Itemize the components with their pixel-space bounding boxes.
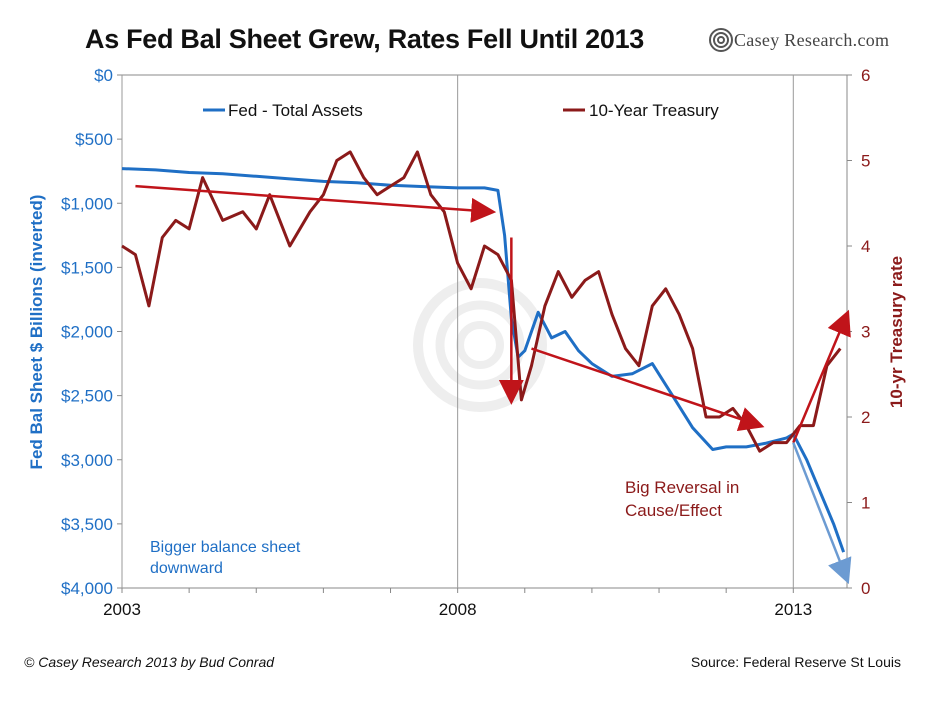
left-tick-label: $2,500 [61,387,113,406]
trend-arrow-1 [135,184,497,223]
trend-arrow-3 [531,347,765,432]
right-tick-label: 5 [861,152,870,171]
left-tick-label: $1,500 [61,258,113,277]
right-tick-label: 6 [861,66,870,85]
x-tick-label: 2008 [439,600,477,619]
annotation-bigger-line1: Bigger balance sheet [150,539,301,556]
footer-source: Source: Federal Reserve St Louis [690,654,901,670]
left-tick-label: $4,000 [61,579,113,598]
legend-label-treasury: 10-Year Treasury [589,101,719,120]
spiral-logo-icon [709,28,733,52]
right-tick-label: 0 [861,579,870,598]
x-tick-label: 2003 [103,600,141,619]
left-tick-label: $3,000 [61,451,113,470]
chart-title: As Fed Bal Sheet Grew, Rates Fell Until … [85,24,644,54]
watermark-spiral [413,278,547,412]
left-tick-label: $3,500 [61,515,113,534]
right-axis-title: 10-yr Treasury rate [887,256,906,408]
series-line-fed-assets [121,167,846,553]
annotation-reversal-line1: Big Reversal in [625,478,739,497]
right-tick-label: 2 [861,408,870,427]
x-tick-label: 2013 [774,600,812,619]
legend-label-fed: Fed - Total Assets [228,101,363,120]
trend-arrow-4 [792,309,851,444]
left-tick-label: $500 [75,130,113,149]
casey-logo: Casey Research.com [708,27,889,53]
left-tick-label: $1,000 [61,194,113,213]
trend-arrow-5 [792,442,852,585]
right-tick-label: 1 [861,494,870,513]
left-axis-title: Fed Bal Sheet $ Billions (inverted) [27,195,46,470]
annotation-bigger-line2: downward [150,560,223,577]
right-tick-label: 3 [861,323,870,342]
footer-copyright: © Casey Research 2013 by Bud Conrad [24,654,275,670]
left-tick-label: $2,000 [61,323,113,342]
logo-text: Casey Research.com [734,29,890,50]
annotation-reversal-line2: Cause/Effect [625,501,722,520]
legend: Fed - Total Assets 10-Year Treasury [203,101,719,120]
right-tick-label: 4 [861,237,870,256]
left-tick-label: $0 [94,66,113,85]
plot-frame [121,74,848,589]
